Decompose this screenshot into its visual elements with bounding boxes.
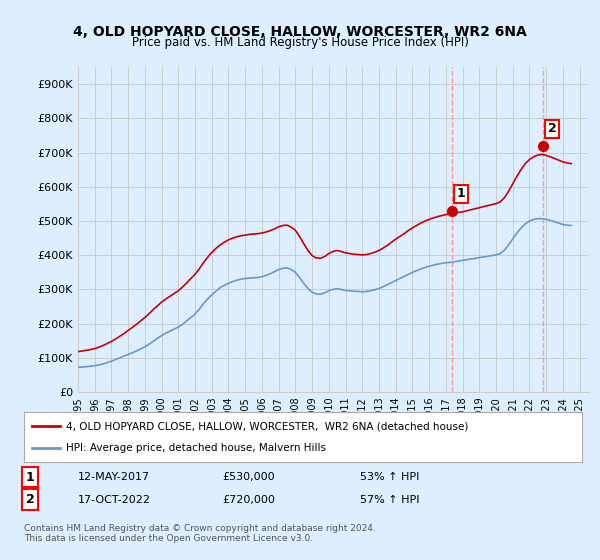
Text: 2: 2 <box>26 493 34 506</box>
Text: 57% ↑ HPI: 57% ↑ HPI <box>360 494 419 505</box>
Text: 12-MAY-2017: 12-MAY-2017 <box>78 472 150 482</box>
Text: 53% ↑ HPI: 53% ↑ HPI <box>360 472 419 482</box>
Text: 1: 1 <box>457 187 466 200</box>
Text: HPI: Average price, detached house, Malvern Hills: HPI: Average price, detached house, Malv… <box>66 443 326 453</box>
Text: £530,000: £530,000 <box>222 472 275 482</box>
Text: Price paid vs. HM Land Registry's House Price Index (HPI): Price paid vs. HM Land Registry's House … <box>131 36 469 49</box>
Text: 4, OLD HOPYARD CLOSE, HALLOW, WORCESTER, WR2 6NA: 4, OLD HOPYARD CLOSE, HALLOW, WORCESTER,… <box>73 25 527 39</box>
Text: 2: 2 <box>548 122 556 135</box>
Text: 4, OLD HOPYARD CLOSE, HALLOW, WORCESTER,  WR2 6NA (detached house): 4, OLD HOPYARD CLOSE, HALLOW, WORCESTER,… <box>66 422 468 432</box>
Text: 1: 1 <box>26 470 34 484</box>
Text: 17-OCT-2022: 17-OCT-2022 <box>78 494 151 505</box>
Text: £720,000: £720,000 <box>222 494 275 505</box>
Text: Contains HM Land Registry data © Crown copyright and database right 2024.
This d: Contains HM Land Registry data © Crown c… <box>24 524 376 543</box>
